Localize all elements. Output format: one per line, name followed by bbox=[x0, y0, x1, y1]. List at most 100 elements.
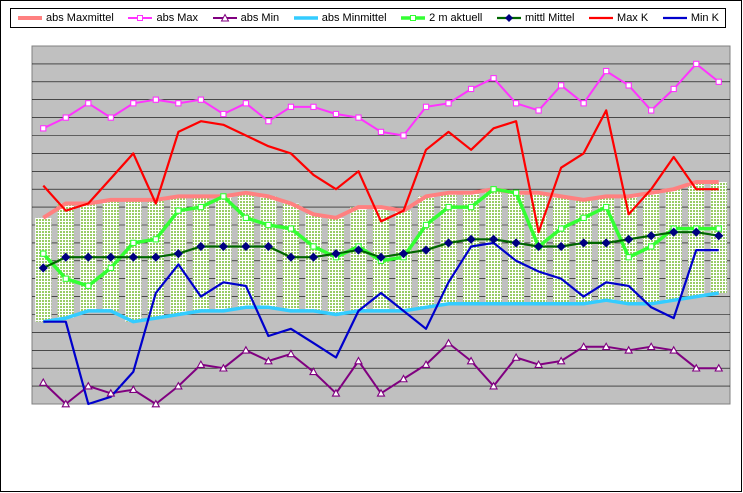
legend-item-abs-maxmittel: abs Maxmittel bbox=[17, 12, 114, 24]
legend-swatch bbox=[18, 16, 42, 20]
range-bar bbox=[260, 196, 277, 308]
range-bar bbox=[327, 217, 345, 315]
point-2-m-aktuell bbox=[62, 275, 69, 282]
legend-label: Max K bbox=[617, 12, 649, 24]
legend-item-min-k: Min K bbox=[662, 12, 719, 24]
point-2-m-aktuell bbox=[512, 189, 520, 196]
point-abs-max bbox=[152, 96, 159, 103]
point-abs-max bbox=[535, 107, 542, 114]
point-abs-max bbox=[265, 118, 272, 125]
point-2-m-aktuell bbox=[40, 250, 47, 257]
point-2-m-aktuell bbox=[130, 239, 137, 247]
legend-item-2-m-aktuell: 2 m aktuell bbox=[400, 12, 482, 24]
point-mittl-mittel bbox=[398, 249, 409, 259]
legend-label: 2 m aktuell bbox=[429, 12, 483, 24]
point-abs-max bbox=[220, 110, 227, 118]
legend-label: abs Min bbox=[240, 12, 280, 24]
point-mittl-mittel bbox=[691, 227, 701, 237]
point-abs-max bbox=[107, 114, 114, 121]
point-abs-min bbox=[714, 363, 724, 372]
legend-swatch bbox=[662, 16, 687, 20]
point-2-m-aktuell bbox=[490, 186, 497, 193]
range-bar bbox=[620, 196, 637, 304]
point-abs-min bbox=[61, 399, 71, 408]
point-mittl-mittel bbox=[241, 241, 251, 252]
point-mittl-mittel bbox=[173, 249, 183, 259]
point-abs-min bbox=[218, 363, 228, 372]
point-abs-min bbox=[309, 367, 318, 376]
point-abs-min bbox=[376, 388, 386, 397]
series-line-max-k bbox=[42, 109, 719, 234]
point-abs-max bbox=[648, 107, 655, 114]
point-2-m-aktuell bbox=[85, 282, 92, 290]
point-abs-max bbox=[332, 110, 340, 118]
point-abs-min bbox=[646, 342, 656, 351]
point-mittl-mittel bbox=[128, 252, 138, 262]
point-abs-max bbox=[287, 103, 295, 111]
point-abs-min bbox=[579, 342, 589, 351]
point-2-m-aktuell bbox=[197, 203, 205, 211]
range-bar bbox=[575, 199, 592, 304]
point-2-m-aktuell bbox=[445, 203, 452, 211]
point-2-m-aktuell bbox=[310, 243, 317, 250]
point-mittl-mittel bbox=[331, 249, 341, 259]
point-abs-max bbox=[467, 85, 475, 93]
point-abs-max bbox=[310, 103, 317, 111]
legend-label: abs Minmittel bbox=[321, 12, 387, 24]
legend-swatch bbox=[293, 16, 318, 20]
point-abs-min bbox=[601, 342, 611, 351]
point-mittl-mittel bbox=[83, 252, 93, 262]
point-2-m-aktuell bbox=[422, 221, 430, 229]
point-2-m-aktuell bbox=[287, 225, 295, 232]
point-2-m-aktuell bbox=[715, 225, 722, 232]
point-abs-min bbox=[331, 388, 341, 397]
point-abs-min bbox=[624, 345, 634, 354]
point-abs-max bbox=[580, 100, 587, 107]
point-abs-min bbox=[354, 356, 363, 365]
point-abs-min bbox=[691, 363, 701, 372]
range-bar bbox=[507, 192, 525, 304]
legend-item-abs-minmittel: abs Minmittel bbox=[293, 12, 387, 24]
point-abs-max bbox=[693, 60, 700, 68]
point-mittl-mittel bbox=[489, 234, 499, 244]
point-2-m-aktuell bbox=[625, 254, 632, 261]
point-mittl-mittel bbox=[286, 252, 296, 262]
point-mittl-mittel bbox=[263, 241, 273, 252]
point-abs-min bbox=[399, 374, 408, 383]
point-mittl-mittel bbox=[376, 252, 386, 262]
point-mittl-mittel bbox=[646, 231, 656, 241]
point-2-m-aktuell bbox=[580, 214, 587, 221]
point-mittl-mittel bbox=[38, 263, 48, 273]
point-mittl-mittel bbox=[421, 245, 431, 255]
point-abs-max bbox=[557, 82, 565, 89]
point-mittl-mittel bbox=[61, 252, 71, 262]
point-abs-min bbox=[489, 381, 499, 390]
point-abs-max bbox=[670, 85, 677, 93]
point-mittl-mittel bbox=[556, 241, 566, 252]
point-2-m-aktuell bbox=[220, 193, 227, 200]
range-bar bbox=[665, 189, 682, 301]
point-mittl-mittel bbox=[218, 241, 228, 252]
point-abs-min bbox=[38, 377, 48, 386]
point-abs-max bbox=[197, 96, 205, 103]
point-abs-min bbox=[286, 349, 296, 358]
point-2-m-aktuell bbox=[107, 264, 114, 272]
point-abs-max bbox=[603, 67, 610, 75]
legend-item-abs-max: abs Max bbox=[127, 12, 198, 24]
point-abs-min bbox=[534, 359, 544, 368]
point-abs-max bbox=[422, 103, 430, 111]
point-mittl-mittel bbox=[601, 238, 611, 248]
legend-label: Min K bbox=[690, 12, 719, 24]
range-bar bbox=[395, 210, 412, 311]
point-abs-min bbox=[263, 356, 273, 365]
point-abs-max bbox=[400, 132, 407, 139]
point-mittl-mittel bbox=[466, 234, 476, 244]
point-mittl-mittel bbox=[714, 231, 724, 241]
point-abs-max bbox=[445, 100, 452, 107]
range-bar bbox=[598, 196, 615, 301]
legend-item-max-k: Max K bbox=[588, 12, 648, 24]
point-abs-min bbox=[466, 356, 476, 365]
range-bar bbox=[485, 189, 502, 304]
legend-label: abs Max bbox=[156, 12, 199, 24]
